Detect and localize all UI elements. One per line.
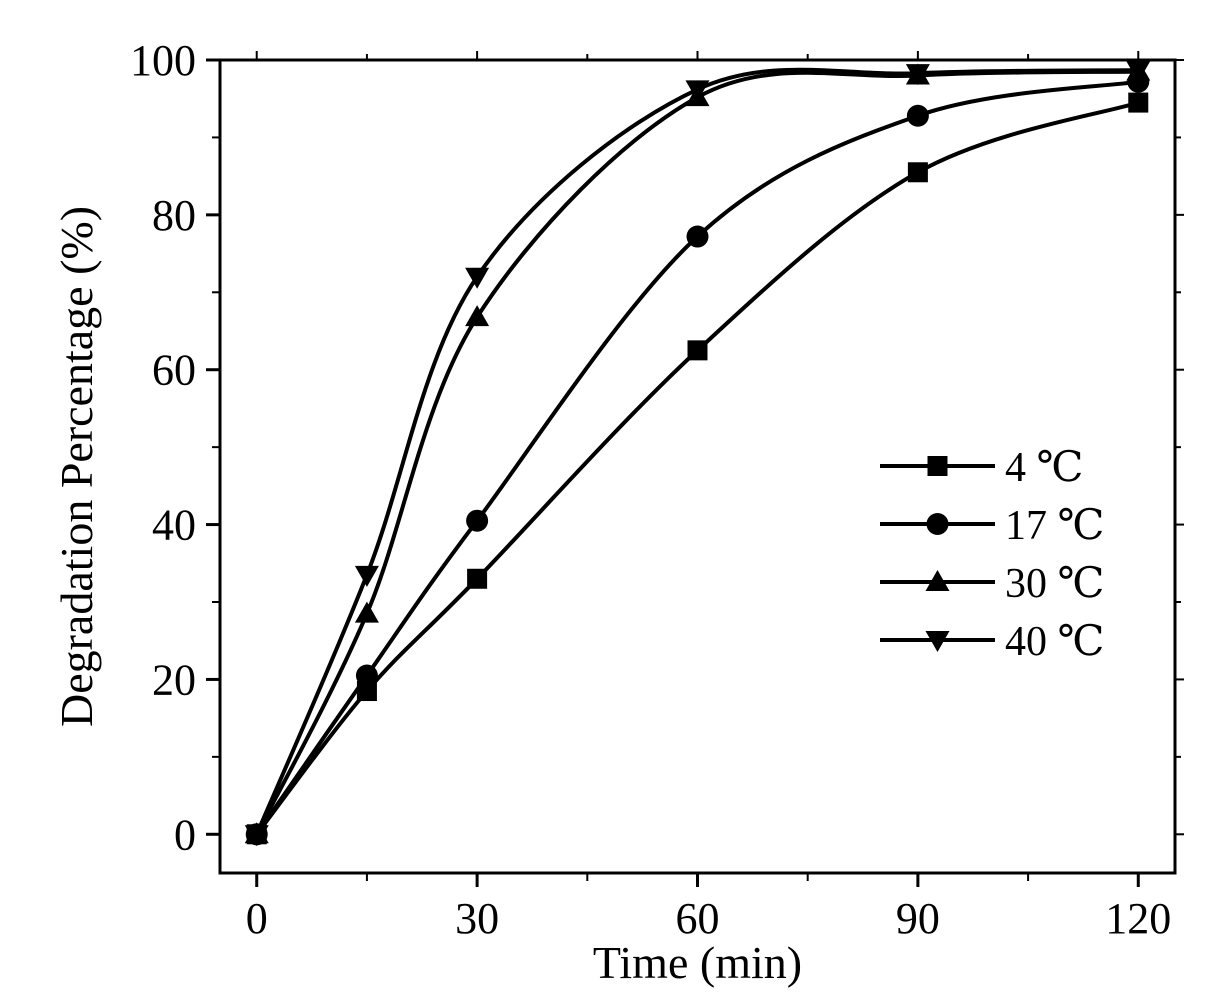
data-point <box>465 305 490 327</box>
legend-marker <box>925 570 950 591</box>
data-point <box>905 64 930 86</box>
series-1 <box>246 92 1149 845</box>
data-point <box>354 601 379 623</box>
y-tick-label: 20 <box>152 655 196 704</box>
data-point <box>244 825 269 847</box>
data-point <box>906 104 929 127</box>
y-tick-label: 100 <box>130 36 196 85</box>
legend-entry: 40 ℃ <box>880 619 1104 665</box>
data-point <box>685 80 710 102</box>
data-point <box>1128 92 1149 113</box>
legend-label: 30 ℃ <box>1005 561 1104 607</box>
legend-entry: 4 ℃ <box>880 445 1083 491</box>
y-axis-title: Degradation Percentage (%) <box>51 206 102 727</box>
x-tick-label: 120 <box>1105 894 1171 943</box>
series-4 <box>244 61 1151 847</box>
x-axis-title: Time (min) <box>593 937 802 988</box>
data-point <box>907 162 928 183</box>
axis-ticks <box>206 51 1184 887</box>
legend-entry: 17 ℃ <box>880 503 1104 549</box>
legend-label: 40 ℃ <box>1005 619 1104 665</box>
series-line <box>254 69 1141 837</box>
y-tick-label: 0 <box>174 810 196 859</box>
series-layer <box>244 59 1151 847</box>
data-point <box>466 509 489 532</box>
legend-marker <box>926 513 949 535</box>
legend-entry: 30 ℃ <box>880 561 1104 607</box>
axis-tick-labels: 0 30 60 90 120 0 20 40 60 80 100 <box>130 36 1171 943</box>
y-tick-label: 60 <box>152 346 196 395</box>
x-tick-label: 0 <box>246 894 268 943</box>
data-point <box>1126 61 1151 83</box>
x-tick-label: 60 <box>676 894 720 943</box>
data-point <box>465 267 490 289</box>
legend: 4 ℃ 17 ℃ 30 ℃ 40 ℃ <box>880 445 1104 665</box>
x-tick-label: 30 <box>455 894 499 943</box>
legend-marker <box>927 456 948 476</box>
y-tick-label: 40 <box>152 501 196 550</box>
data-point <box>355 664 378 687</box>
data-point <box>354 565 379 587</box>
legend-label: 17 ℃ <box>1005 503 1104 549</box>
y-tick-label: 80 <box>152 191 196 240</box>
data-point <box>467 568 488 589</box>
x-tick-label: 90 <box>896 894 940 943</box>
data-point <box>686 225 709 248</box>
legend-marker <box>925 631 950 652</box>
legend-label: 4 ℃ <box>1005 445 1083 491</box>
data-point <box>687 340 708 361</box>
